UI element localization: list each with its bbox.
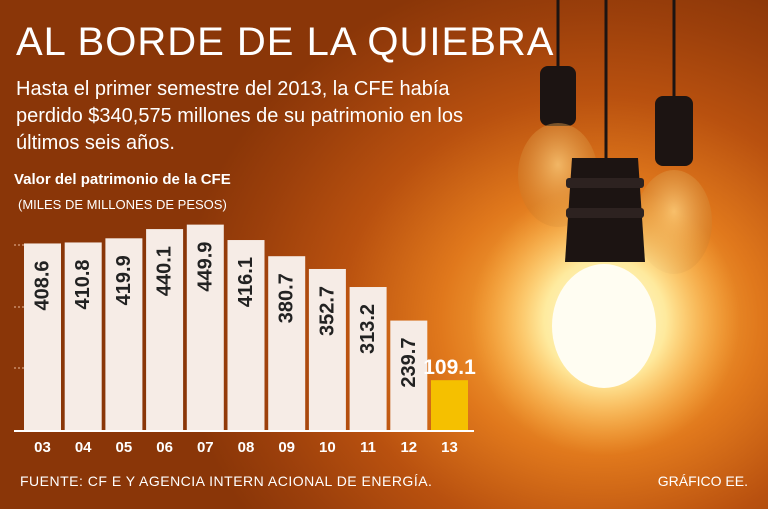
- value-label-10: 352.7: [316, 286, 338, 336]
- source-note: FUENTE: CF E Y AGENCIA INTERN ACIONAL DE…: [20, 473, 433, 489]
- bar-05: [105, 238, 143, 430]
- value-label-06: 440.1: [154, 246, 176, 296]
- page-title: AL BORDE DE LA QUIEBRA: [16, 20, 555, 64]
- bulb-center: [470, 158, 740, 455]
- x-tick-13: 13: [441, 439, 458, 456]
- chart-title: Valor del patrimonio de la CFE: [14, 171, 231, 188]
- value-label-13: 109.1: [423, 356, 476, 379]
- value-label-11: 313.2: [357, 304, 379, 354]
- bar-08: [227, 240, 265, 430]
- bar-10: [308, 268, 346, 430]
- bar-13: [431, 380, 468, 430]
- x-tick-10: 10: [319, 439, 336, 456]
- x-tick-04: 04: [75, 439, 92, 456]
- value-label-07: 449.9: [194, 242, 216, 292]
- x-tick-05: 05: [116, 439, 133, 456]
- subtitle: Hasta el primer semestre del 2013, la CF…: [16, 78, 463, 154]
- chart-units-label: (MILES DE MILLONES DE PESOS): [18, 197, 227, 212]
- value-label-04: 410.8: [72, 259, 94, 309]
- x-tick-12: 12: [400, 439, 417, 456]
- x-tick-06: 06: [156, 439, 173, 456]
- bar-12: [390, 320, 428, 430]
- x-tick-11: 11: [360, 439, 376, 456]
- value-label-03: 408.6: [32, 260, 54, 310]
- x-tick-09: 09: [278, 439, 295, 456]
- value-label-12: 239.7: [398, 338, 420, 388]
- bar-04: [64, 242, 102, 430]
- bar-09: [268, 256, 306, 430]
- bar-03: [24, 243, 61, 430]
- bar-11: [349, 287, 387, 430]
- graphic-credit: GRÁFICO EE.: [657, 473, 748, 489]
- bar-06: [146, 229, 184, 430]
- x-tick-07: 07: [197, 439, 214, 456]
- x-tick-08: 08: [238, 439, 255, 456]
- value-label-05: 419.9: [113, 255, 135, 305]
- bar-07: [186, 224, 224, 430]
- x-tick-03: 03: [34, 439, 51, 456]
- value-label-08: 416.1: [235, 257, 257, 307]
- value-label-09: 380.7: [276, 273, 298, 323]
